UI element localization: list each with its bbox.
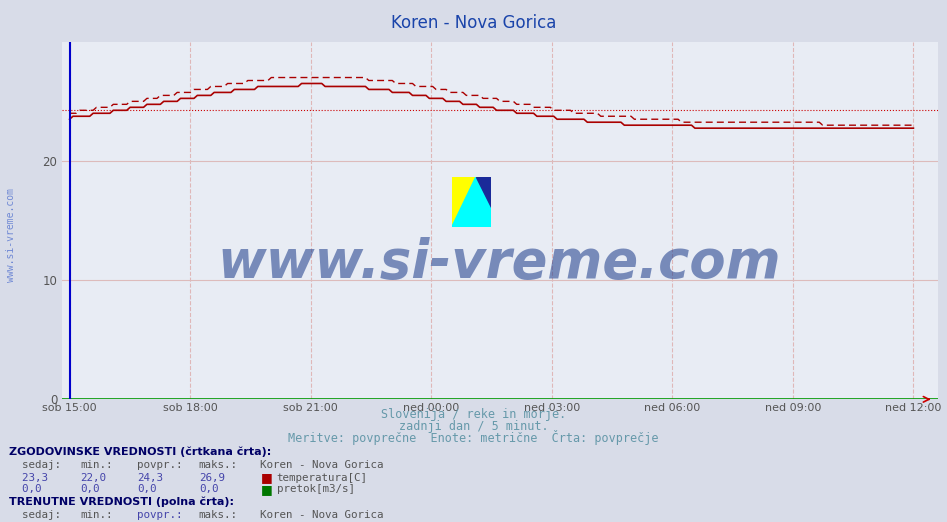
Text: sedaj:: sedaj: [9,459,62,470]
Polygon shape [475,177,491,207]
Text: maks.:: maks.: [199,459,238,470]
Text: min.:: min.: [80,510,113,520]
Polygon shape [452,177,491,227]
Text: ZGODOVINSKE VREDNOSTI (črtkana črta):: ZGODOVINSKE VREDNOSTI (črtkana črta): [9,446,272,457]
Text: 22,0: 22,0 [80,472,106,483]
Text: 0,0: 0,0 [9,484,42,494]
Text: 26,9: 26,9 [199,472,224,483]
Text: ■: ■ [260,471,272,484]
Text: sedaj:: sedaj: [9,510,62,520]
Text: 24,3: 24,3 [137,472,163,483]
Text: 0,0: 0,0 [80,484,100,494]
Text: 0,0: 0,0 [137,484,157,494]
Text: povpr.:: povpr.: [137,459,183,470]
Text: Meritve: povprečne  Enote: metrične  Črta: povprečje: Meritve: povprečne Enote: metrične Črta:… [288,431,659,445]
Text: min.:: min.: [80,459,113,470]
Text: Koren - Nova Gorica: Koren - Nova Gorica [260,510,384,520]
Polygon shape [452,177,475,227]
Text: www.si-vreme.com: www.si-vreme.com [218,238,781,290]
Text: 23,3: 23,3 [9,472,48,483]
Text: zadnji dan / 5 minut.: zadnji dan / 5 minut. [399,420,548,433]
Text: TRENUTNE VREDNOSTI (polna črta):: TRENUTNE VREDNOSTI (polna črta): [9,497,235,507]
Text: Slovenija / reke in morje.: Slovenija / reke in morje. [381,409,566,421]
Text: povpr.:: povpr.: [137,510,183,520]
Text: Koren - Nova Gorica: Koren - Nova Gorica [391,15,556,32]
Text: temperatura[C]: temperatura[C] [277,472,367,483]
Text: pretok[m3/s]: pretok[m3/s] [277,484,354,494]
Text: Koren - Nova Gorica: Koren - Nova Gorica [260,459,384,470]
Text: ■: ■ [260,483,272,495]
Text: www.si-vreme.com: www.si-vreme.com [7,188,16,282]
Text: 0,0: 0,0 [199,484,219,494]
Text: maks.:: maks.: [199,510,238,520]
